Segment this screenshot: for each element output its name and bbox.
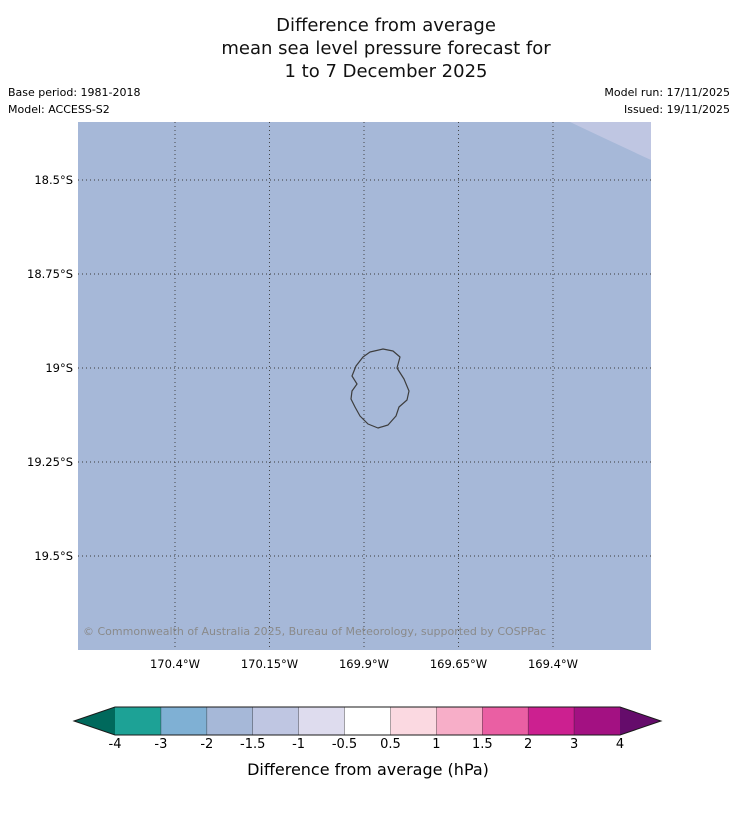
base-period-label: Base period: 1981-2018	[8, 86, 141, 99]
lat-tick-3: 19°S	[45, 361, 73, 375]
colorbar-tick-1: -4	[108, 737, 122, 752]
page-title-line-3: 1 to 7 December 2025	[284, 61, 488, 82]
colorbar	[72, 706, 663, 736]
page-title: Difference from average mean sea level p…	[36, 14, 736, 83]
lon-tick-5: 169.4°W	[527, 657, 579, 671]
page-title-line-1: Difference from average	[276, 15, 496, 36]
lon-tick-3: 169.9°W	[338, 657, 390, 671]
lat-tick-5: 19.5°S	[34, 549, 73, 563]
graticule	[78, 122, 651, 650]
colorbar-right-arrow	[620, 707, 661, 735]
map-canvas	[78, 122, 651, 650]
model-run-label: Model run: 17/11/2025	[604, 86, 730, 99]
copyright-text: © Commonwealth of Australia 2025, Bureau…	[83, 625, 547, 638]
colorbar-segment-6	[344, 707, 391, 735]
lon-tick-1: 170.4°W	[149, 657, 201, 671]
colorbar-tick-3: -2	[200, 737, 214, 752]
niue-island-outline	[350, 348, 410, 429]
model-label: Model: ACCESS-S2	[8, 103, 110, 116]
colorbar-dividers	[160, 707, 575, 735]
map-svg	[78, 122, 651, 650]
colorbar-tick-8: 1	[432, 737, 441, 752]
lon-tick-2: 170.15°W	[240, 657, 299, 671]
colorbar-tick-10: 2	[524, 737, 533, 752]
anomaly-patch-corner	[570, 122, 651, 160]
colorbar-tick-4: -1.5	[240, 737, 266, 752]
colorbar-segment-9	[482, 707, 529, 735]
colorbar-tick-12: 4	[615, 737, 625, 752]
colorbar-tick-11: 3	[569, 737, 579, 752]
lon-tick-4: 169.65°W	[429, 657, 488, 671]
colorbar-label: Difference from average (hPa)	[247, 760, 489, 779]
colorbar-tick-6: -0.5	[331, 737, 358, 752]
page-title-line-2: mean sea level pressure forecast for	[221, 38, 551, 59]
lat-tick-4: 19.25°S	[27, 455, 73, 469]
map-background	[78, 122, 651, 650]
meta-right: Model run: 17/11/2025 Issued: 19/11/2025	[604, 84, 730, 118]
colorbar-segment-4	[252, 707, 299, 735]
colorbar-tick-5: -1	[292, 737, 306, 752]
colorbar-segment-3	[206, 707, 253, 735]
colorbar-segment-1	[115, 707, 161, 735]
lat-tick-1: 18.5°S	[34, 173, 73, 187]
colorbar-segment-2	[160, 707, 207, 735]
colorbar-segment-5	[298, 707, 345, 735]
issued-label: Issued: 19/11/2025	[623, 103, 730, 116]
colorbar-tick-7: 0.5	[380, 737, 401, 752]
colorbar-outline	[72, 706, 663, 736]
colorbar-segment-7	[390, 707, 437, 735]
colorbar-tick-2: -3	[154, 737, 168, 752]
lat-tick-2: 18.75°S	[27, 267, 73, 281]
colorbar-left-arrow	[74, 707, 115, 735]
colorbar-segment-8	[436, 707, 483, 735]
colorbar-tick-9: 1.5	[471, 737, 493, 752]
meta-left: Base period: 1981-2018 Model: ACCESS-S2	[8, 84, 140, 118]
colorbar-segment-10	[528, 707, 575, 735]
colorbar-segment-11	[574, 707, 620, 735]
